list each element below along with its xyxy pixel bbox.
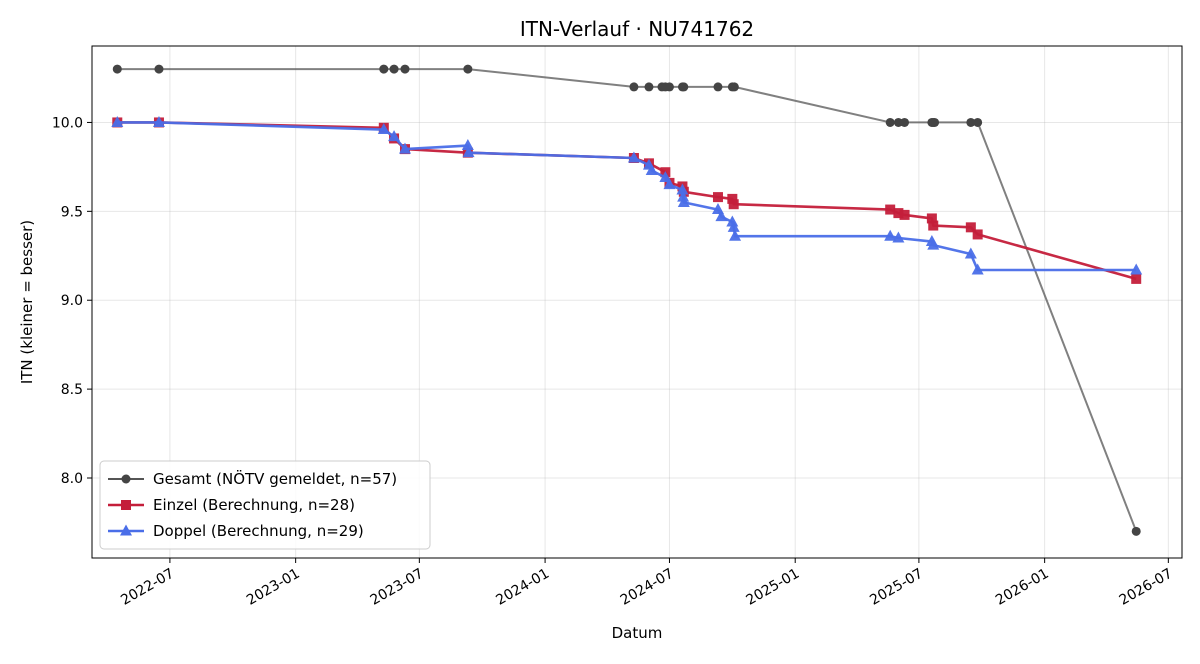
grid: [92, 46, 1182, 558]
y-axis-label: ITN (kleiner = besser): [18, 220, 36, 384]
series-layer: [111, 64, 1143, 536]
data-point-doppel: [645, 163, 658, 175]
series-doppel: [111, 115, 1143, 275]
legend-item-gesamt: Gesamt (NÖTV gemeldet, n=57): [108, 469, 397, 488]
data-point-einzel: [727, 193, 738, 204]
data-point-doppel: [1130, 263, 1143, 275]
data-point-doppel: [398, 142, 411, 154]
legend-item-doppel: Doppel (Berechnung, n=29): [108, 522, 364, 540]
data-point-doppel: [377, 123, 390, 135]
data-point-einzel: [885, 204, 896, 215]
data-point-doppel: [727, 220, 740, 232]
legend-swatch-marker: [121, 500, 131, 510]
data-point-doppel: [627, 151, 640, 163]
legend: Gesamt (NÖTV gemeldet, n=57) Einzel (Bere…: [99, 460, 431, 550]
data-point-doppel: [677, 190, 690, 202]
data-point-gesamt: [973, 117, 983, 127]
data-point-doppel: [111, 115, 124, 127]
data-point-gesamt: [664, 82, 674, 92]
data-point-doppel: [676, 183, 689, 195]
data-point-gesamt: [463, 64, 473, 74]
data-point-doppel: [659, 171, 672, 183]
series-gesamt: [112, 64, 1141, 536]
y-tick-label: 8.0: [61, 471, 83, 487]
data-point-einzel: [926, 213, 937, 224]
data-point-gesamt: [729, 82, 739, 92]
y-tick-label: 9.0: [61, 293, 83, 309]
data-point-doppel: [726, 215, 739, 227]
data-point-gesamt: [154, 64, 164, 74]
legend-label: Einzel (Berechnung, n=28): [153, 496, 355, 514]
data-point-einzel: [928, 220, 939, 231]
data-point-doppel: [964, 247, 977, 259]
data-point-doppel: [388, 130, 401, 142]
chart-title: ITN-Verlauf · NU741762: [520, 17, 754, 41]
x-axis-label: Datum: [612, 624, 663, 642]
data-point-doppel: [729, 229, 742, 241]
data-point-gesamt: [713, 82, 723, 92]
data-point-einzel: [712, 192, 723, 203]
data-point-doppel: [152, 115, 165, 127]
data-point-gesamt: [679, 82, 689, 92]
data-point-doppel: [971, 263, 984, 275]
data-point-doppel: [677, 195, 690, 207]
data-point-einzel: [1131, 273, 1142, 284]
data-point-gesamt: [900, 117, 910, 127]
data-point-einzel: [728, 199, 739, 210]
data-point-doppel: [892, 231, 905, 243]
y-tick-label: 8.5: [61, 382, 83, 398]
data-point-doppel: [461, 139, 474, 151]
data-point-einzel: [893, 208, 904, 219]
legend-swatch-marker: [120, 524, 132, 536]
data-point-einzel: [965, 222, 976, 233]
data-point-doppel: [927, 238, 940, 250]
data-point-gesamt: [885, 117, 895, 127]
data-point-gesamt: [389, 64, 399, 74]
legend-label: Gesamt (NÖTV gemeldet, n=57): [153, 469, 397, 488]
data-point-doppel: [884, 229, 897, 241]
data-point-gesamt: [400, 64, 410, 74]
data-point-gesamt: [112, 64, 122, 74]
legend-swatch-marker: [121, 474, 131, 484]
data-point-gesamt: [930, 117, 940, 127]
data-point-gesamt: [379, 64, 389, 74]
legend-box: [99, 460, 431, 550]
plot-frame: [91, 45, 1183, 559]
data-point-doppel: [663, 178, 676, 190]
legend-label: Doppel (Berechnung, n=29): [153, 522, 364, 540]
y-tick-label: 10.0: [52, 115, 83, 131]
data-point-gesamt: [629, 82, 639, 92]
data-point-einzel: [899, 209, 910, 220]
data-point-doppel: [462, 146, 475, 158]
data-point-einzel: [972, 229, 983, 240]
data-point-doppel: [715, 210, 728, 222]
data-point-gesamt: [1131, 526, 1141, 536]
data-point-gesamt: [893, 117, 903, 127]
legend-item-einzel: Einzel (Berechnung, n=28): [108, 496, 355, 514]
data-point-gesamt: [966, 117, 976, 127]
data-point-gesamt: [644, 82, 654, 92]
y-tick-label: 9.5: [61, 204, 83, 220]
